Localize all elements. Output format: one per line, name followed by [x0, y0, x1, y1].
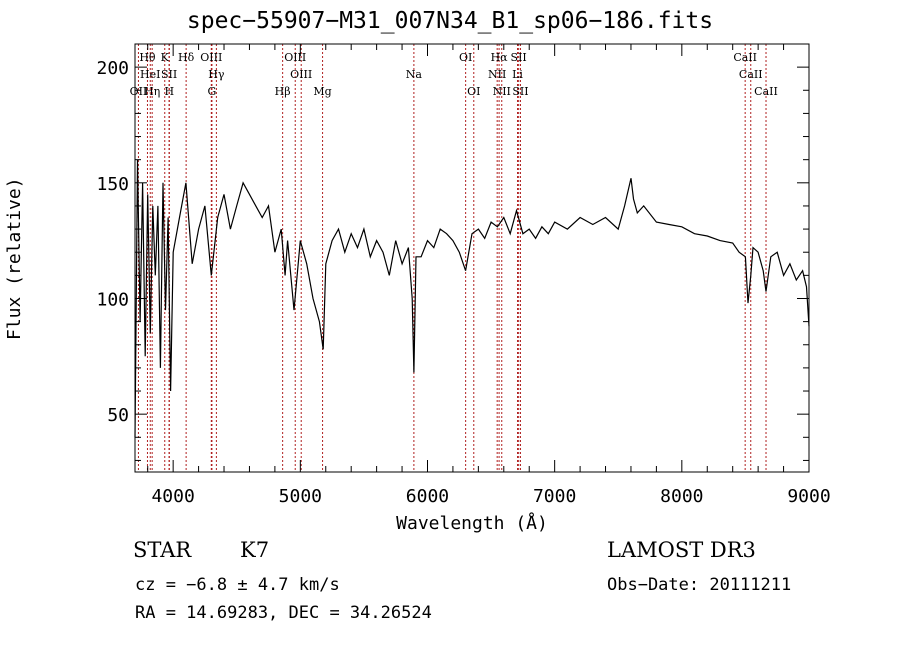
spectral-line-label: Mg: [313, 85, 331, 98]
spectral-line-label: K: [161, 51, 170, 64]
x-tick-label: 8000: [660, 486, 703, 507]
spectral-line-label: SII: [161, 68, 177, 81]
chart-title: spec−55907−M31_007N34_B1_sp06−186.fits: [186, 8, 714, 34]
spectral-line-label: SII: [511, 51, 527, 64]
spectral-line-label: SII: [512, 85, 528, 98]
object-subclass: K7: [240, 538, 270, 562]
y-tick-label: 100: [96, 289, 129, 310]
y-tick-label: 50: [107, 405, 129, 426]
spectral-line-label: OIII: [284, 51, 306, 64]
y-tick-label: 200: [96, 58, 129, 79]
spectral-line-label: Na: [406, 68, 423, 81]
ra-dec-coordinates: RA = 14.69283, DEC = 34.26524: [135, 603, 432, 623]
x-tick-label: 9000: [787, 486, 830, 507]
observation-date: Obs−Date: 20111211: [607, 575, 792, 595]
x-tick-label: 7000: [533, 486, 576, 507]
spectral-line-label: Hη: [144, 85, 160, 98]
x-tick-label: 5000: [279, 486, 322, 507]
spectral-line-label: CaII: [754, 85, 778, 98]
object-class: STAR: [133, 538, 192, 562]
spectral-line-label: Hγ: [208, 68, 225, 81]
x-tick-label: 4000: [151, 486, 194, 507]
spectral-line-label: Hβ: [275, 85, 291, 98]
spectral-line-label: NII: [493, 85, 511, 98]
spectral-line-label: G: [208, 85, 217, 98]
y-axis-label: Flux (relative): [4, 177, 25, 340]
spectral-line-label: NII: [488, 68, 506, 81]
spectral-line-label: Hδ: [178, 51, 195, 64]
spectral-line-label: H: [165, 85, 175, 98]
x-tick-label: 6000: [406, 486, 449, 507]
spectral-line-label: CaII: [733, 51, 757, 64]
y-tick-label: 150: [96, 174, 129, 195]
spectral-line-label: Li: [512, 68, 523, 81]
x-axis-label: Wavelength (Å): [396, 512, 548, 534]
spectral-line-label: HeI: [140, 68, 160, 81]
spectral-line-label: OI: [467, 85, 480, 98]
spectral-line-label: OIII: [290, 68, 312, 81]
spectral-line-label: OIII: [200, 51, 222, 64]
spectral-line-label: CaII: [739, 68, 763, 81]
redshift-velocity: cz = −6.8 ± 4.7 km/s: [135, 575, 340, 595]
spectral-line-label: OI: [459, 51, 472, 64]
spectrum-line: [134, 159, 810, 438]
spectral-line-label: Hα: [491, 51, 509, 64]
plot-frame: [134, 43, 810, 473]
survey-name: LAMOST DR3: [607, 538, 756, 562]
spectral-line-label: Hθ: [139, 51, 156, 64]
spectral-line-label: OII: [130, 85, 148, 98]
